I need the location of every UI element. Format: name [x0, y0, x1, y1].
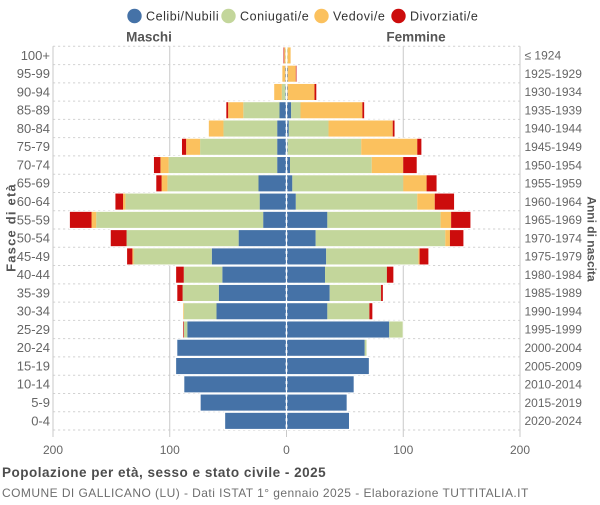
- svg-text:65-69: 65-69: [17, 176, 50, 191]
- svg-text:1925-1929: 1925-1929: [525, 67, 583, 81]
- svg-text:1950-1954: 1950-1954: [525, 158, 583, 172]
- svg-text:1940-1944: 1940-1944: [525, 122, 583, 136]
- svg-text:10-14: 10-14: [17, 377, 50, 392]
- svg-text:50-54: 50-54: [17, 231, 50, 246]
- svg-text:45-49: 45-49: [17, 249, 50, 264]
- svg-text:≤ 1924: ≤ 1924: [525, 49, 562, 63]
- svg-text:100: 100: [160, 443, 180, 457]
- svg-text:2010-2014: 2010-2014: [525, 378, 583, 392]
- svg-text:25-29: 25-29: [17, 322, 50, 337]
- svg-text:80-84: 80-84: [17, 121, 50, 136]
- svg-text:100: 100: [393, 443, 413, 457]
- svg-text:2015-2019: 2015-2019: [525, 396, 583, 410]
- svg-text:1955-1959: 1955-1959: [525, 177, 583, 191]
- svg-text:1995-1999: 1995-1999: [525, 323, 583, 337]
- svg-text:2020-2024: 2020-2024: [525, 414, 583, 428]
- svg-text:2005-2009: 2005-2009: [525, 359, 583, 373]
- svg-text:85-89: 85-89: [17, 103, 50, 118]
- svg-text:1985-1989: 1985-1989: [525, 286, 583, 300]
- svg-text:5-9: 5-9: [31, 395, 50, 410]
- svg-text:Coniugati/e: Coniugati/e: [240, 10, 309, 24]
- svg-text:1930-1934: 1930-1934: [525, 85, 583, 99]
- svg-text:75-79: 75-79: [17, 139, 50, 154]
- svg-text:0-4: 0-4: [31, 413, 50, 428]
- svg-text:70-74: 70-74: [17, 157, 50, 172]
- svg-text:35-39: 35-39: [17, 285, 50, 300]
- svg-text:200: 200: [43, 443, 63, 457]
- svg-text:200: 200: [510, 443, 530, 457]
- svg-text:60-64: 60-64: [17, 194, 50, 209]
- svg-text:90-94: 90-94: [17, 84, 50, 99]
- svg-text:15-19: 15-19: [17, 358, 50, 373]
- svg-text:Vedovi/e: Vedovi/e: [333, 10, 385, 24]
- svg-text:Maschi: Maschi: [126, 30, 172, 45]
- svg-text:55-59: 55-59: [17, 212, 50, 227]
- svg-text:2000-2004: 2000-2004: [525, 341, 583, 355]
- svg-text:30-34: 30-34: [17, 304, 50, 319]
- svg-text:1980-1984: 1980-1984: [525, 268, 583, 282]
- svg-text:1945-1949: 1945-1949: [525, 140, 583, 154]
- svg-text:20-24: 20-24: [17, 340, 50, 355]
- svg-text:40-44: 40-44: [17, 267, 50, 282]
- svg-text:Femmine: Femmine: [386, 30, 446, 45]
- svg-text:0: 0: [283, 443, 290, 457]
- svg-text:1990-1994: 1990-1994: [525, 304, 583, 318]
- svg-text:1975-1979: 1975-1979: [525, 250, 583, 264]
- svg-text:Celibi/Nubili: Celibi/Nubili: [146, 10, 219, 24]
- svg-text:Divorziati/e: Divorziati/e: [410, 10, 478, 24]
- svg-text:Popolazione per età, sesso e s: Popolazione per età, sesso e stato civil…: [2, 465, 326, 480]
- svg-text:1965-1969: 1965-1969: [525, 213, 583, 227]
- svg-text:Anni di nascita: Anni di nascita: [585, 196, 599, 282]
- svg-text:1960-1964: 1960-1964: [525, 195, 583, 209]
- svg-text:COMUNE DI GALLICANO (LU) - Dat: COMUNE DI GALLICANO (LU) - Dati ISTAT 1°…: [2, 486, 529, 500]
- svg-text:Fasce di età: Fasce di età: [4, 183, 19, 272]
- svg-text:100+: 100+: [21, 48, 50, 63]
- svg-text:95-99: 95-99: [17, 66, 50, 81]
- svg-text:1970-1974: 1970-1974: [525, 231, 583, 245]
- svg-text:1935-1939: 1935-1939: [525, 103, 583, 117]
